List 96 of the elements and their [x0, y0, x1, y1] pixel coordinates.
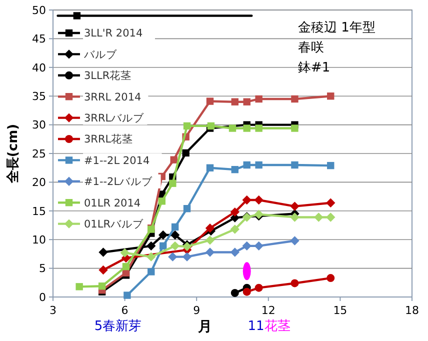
point — [326, 212, 336, 222]
point — [170, 230, 180, 240]
point — [182, 149, 190, 157]
legend-label: #1--2L 2014 — [84, 154, 150, 167]
point — [230, 224, 240, 234]
annotation: 鉢#1 — [298, 60, 330, 76]
point — [314, 212, 324, 222]
point — [243, 124, 250, 132]
y-tick-label: 20 — [32, 176, 46, 190]
x-tick-label: 9 — [193, 304, 200, 317]
point — [291, 95, 298, 103]
point — [205, 248, 215, 257]
point — [146, 241, 156, 251]
point — [170, 241, 180, 251]
legend-label: 01LR 2014 — [84, 197, 141, 210]
y-tick-label: 30 — [32, 118, 46, 132]
point — [206, 98, 214, 105]
point — [159, 242, 167, 250]
point — [76, 283, 83, 290]
point — [228, 124, 236, 132]
point — [231, 98, 238, 106]
point — [255, 124, 262, 132]
y-tick-label: 35 — [32, 90, 46, 103]
point — [98, 265, 108, 275]
legend-label: 3LL'R 2014 — [84, 28, 143, 40]
point — [207, 122, 215, 130]
y-tick-label: 0 — [39, 290, 46, 304]
x-tick-label: 12 — [261, 304, 276, 317]
point — [171, 223, 179, 231]
x-tick-label: 15 — [333, 304, 348, 317]
point — [168, 252, 178, 262]
legend-label: #1--2Lバルブ — [84, 175, 154, 188]
legend-label: 3RRL花茎 — [84, 132, 134, 146]
point — [243, 98, 250, 106]
legend-label: 01LRバルブ — [84, 217, 145, 230]
y-tick-label: 15 — [32, 204, 46, 218]
point — [326, 274, 335, 282]
text: 5春新芽 — [94, 319, 142, 334]
legend-label: 3RRL 2014 — [84, 91, 142, 104]
point — [206, 164, 214, 172]
point — [205, 224, 215, 233]
point — [183, 205, 191, 212]
x-axis-title: 月 — [197, 319, 212, 335]
point — [98, 248, 108, 257]
point — [254, 241, 264, 251]
y-tick-label: 40 — [32, 61, 46, 74]
y-tick-label: 5 — [39, 262, 46, 276]
point — [230, 288, 239, 297]
point — [291, 161, 298, 169]
point — [255, 161, 262, 169]
point — [169, 180, 176, 187]
annotation: 春咲 — [298, 40, 324, 56]
y-axis-title: 全長(cm) — [6, 124, 21, 184]
point — [148, 268, 155, 276]
point — [290, 279, 299, 288]
legend-label: 3RRLバルブ — [84, 111, 146, 124]
point — [231, 166, 238, 174]
point — [291, 124, 298, 132]
point — [242, 241, 252, 251]
point — [182, 252, 192, 262]
annotation: 金稜辺 1年型 — [298, 20, 376, 36]
point — [170, 156, 178, 164]
point — [230, 248, 240, 257]
point — [230, 207, 240, 217]
point — [327, 162, 334, 170]
point — [158, 230, 168, 240]
point — [326, 198, 336, 208]
y-tick-label: 10 — [32, 233, 46, 246]
point — [122, 262, 130, 270]
y-tick-label: 45 — [32, 32, 46, 46]
point — [290, 212, 300, 222]
point — [205, 236, 215, 245]
point — [254, 284, 263, 292]
point — [120, 248, 130, 258]
point — [290, 202, 300, 211]
x-tick-label: 6 — [121, 304, 128, 317]
point — [146, 252, 156, 262]
point — [98, 282, 106, 290]
legend-label: バルブ — [83, 48, 118, 61]
point — [158, 198, 166, 205]
point — [124, 292, 131, 299]
point — [327, 92, 334, 100]
point — [73, 12, 81, 20]
point — [242, 195, 252, 205]
point — [242, 288, 251, 296]
point — [183, 122, 191, 130]
x-tick-label: 3 — [50, 304, 56, 317]
text: 11花茎 — [248, 319, 290, 334]
legend-label: 3LLR花茎 — [84, 69, 132, 82]
point — [290, 236, 300, 246]
y-tick-label: 50 — [32, 4, 46, 17]
point — [255, 95, 262, 103]
y-tick-label: 25 — [32, 147, 46, 160]
point — [254, 195, 264, 205]
point — [243, 161, 250, 169]
x-tick-label: 18 — [405, 304, 419, 317]
